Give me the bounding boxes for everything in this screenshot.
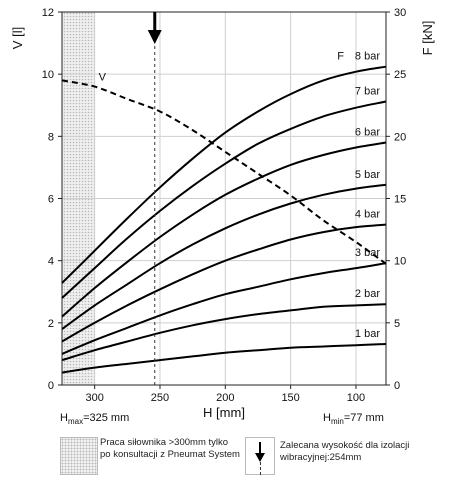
series-label: 4 bar <box>355 209 380 221</box>
y-left-axis-label: V [l] <box>10 27 25 49</box>
series-line-4-bar <box>61 223 387 343</box>
x-tick-label: 150 <box>281 392 299 404</box>
y-left-tick-label: 8 <box>48 131 54 143</box>
series-label: 7 bar <box>355 86 380 98</box>
top-marker-label: F <box>337 51 344 63</box>
y-left-tick-label: 10 <box>42 69 54 81</box>
y-left-tick-label: 12 <box>42 7 54 19</box>
legend-arrow-swatch <box>245 437 275 475</box>
recommended-arrow-head <box>147 30 162 44</box>
y-right-axis-label: F [kN] <box>420 21 435 56</box>
legend-hatch-text: Praca siłownika >300mm tylko po konsulta… <box>100 437 240 460</box>
x-tick-label: 250 <box>151 392 169 404</box>
series-label-V: V <box>99 72 107 84</box>
series-label: 6 bar <box>355 127 380 139</box>
series-line-7-bar <box>61 100 387 299</box>
series-label: 1 bar <box>355 328 380 340</box>
y-right-tick-label: 25 <box>394 69 406 81</box>
y-right-tick-label: 10 <box>394 256 406 268</box>
y-right-tick-label: 5 <box>394 318 400 330</box>
series-label: 3 bar <box>355 247 380 259</box>
h-max-label: Hmax=325 mm <box>60 412 130 427</box>
series-line-V <box>61 79 387 265</box>
y-left-tick-label: 2 <box>48 318 54 330</box>
series-line-6-bar <box>61 141 387 318</box>
series-line-2-bar <box>61 303 387 362</box>
x-axis-label: H [mm] <box>203 405 245 420</box>
series-label: 5 bar <box>355 169 380 181</box>
legend-hatch-swatch <box>60 437 98 475</box>
arrow-down-icon <box>255 453 265 462</box>
y-left-tick-label: 0 <box>48 380 54 392</box>
y-right-tick-label: 0 <box>394 380 400 392</box>
y-right-tick-label: 15 <box>394 194 406 206</box>
h-min-label: Hmin=77 mm <box>323 412 384 427</box>
series-line-5-bar <box>61 183 387 330</box>
series-line-1-bar <box>61 343 387 374</box>
y-left-tick-label: 6 <box>48 194 54 206</box>
series-line-8-bar <box>61 65 387 284</box>
series-line-3-bar <box>61 262 387 355</box>
arrow-shaft <box>259 442 261 454</box>
y-right-tick-label: 30 <box>394 7 406 19</box>
x-tick-label: 200 <box>216 392 234 404</box>
x-tick-label: 300 <box>85 392 103 404</box>
recommended-arrow-shaft <box>153 12 157 32</box>
y-right-tick-label: 20 <box>394 131 406 143</box>
legend-arrow-text: Zalecana wysokość dla izolacji wibracyjn… <box>280 440 410 463</box>
series-label: 8 bar <box>355 51 380 63</box>
series-label: 2 bar <box>355 288 380 300</box>
y-left-tick-label: 4 <box>48 256 54 268</box>
x-tick-label: 100 <box>347 392 365 404</box>
arrow-dash-line <box>259 462 261 475</box>
